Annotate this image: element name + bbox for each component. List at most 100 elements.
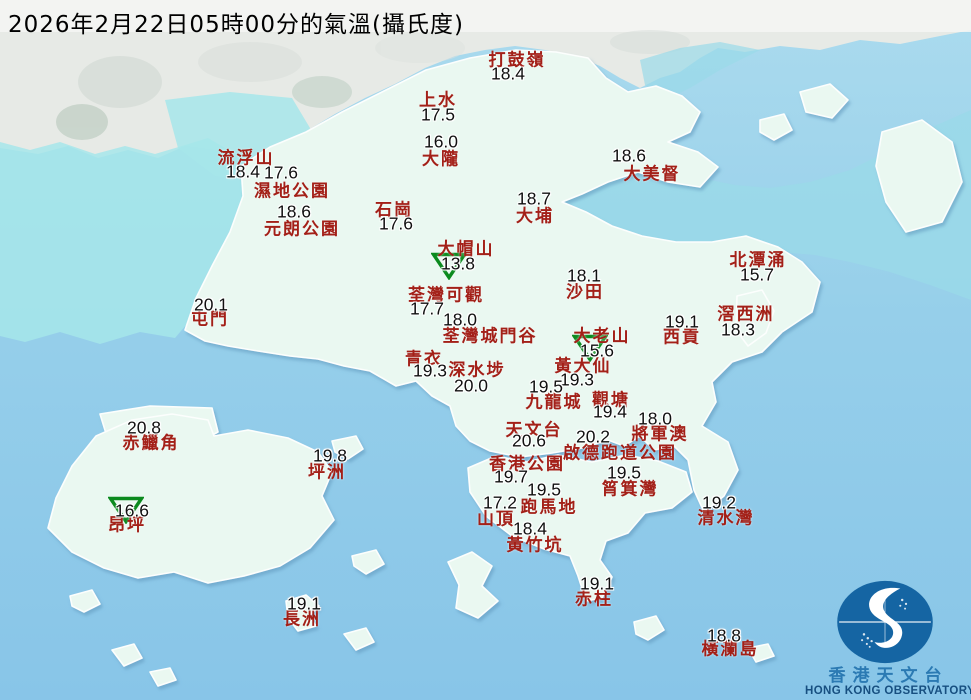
station-temp-value: 20.1 <box>193 294 229 315</box>
map-tolo-mirs-bay <box>545 110 971 300</box>
station-marker-triangle-icon <box>107 496 145 525</box>
station-name-label: 清水灣 <box>697 508 755 529</box>
map-sw-islet-2 <box>111 643 143 667</box>
station-name-label: 啟德跑道公園 <box>563 443 677 464</box>
station-name-label: 打鼓嶺 <box>488 50 546 71</box>
station-name-label: 上水 <box>419 90 457 111</box>
map-sw-islet-3 <box>149 667 177 687</box>
station-name-label: 觀塘 <box>592 390 630 411</box>
station-temp-value: 19.7 <box>493 466 529 487</box>
station-name-label: 流浮山 <box>217 148 275 169</box>
station-temp-value: 16.0 <box>423 131 459 152</box>
map-new-territories <box>184 49 821 513</box>
station-temp-value: 17.6 <box>378 213 414 234</box>
map-title: 2026年2月22日05時00分的氣溫(攝氏度) <box>8 12 464 38</box>
station-temp-value: 17.2 <box>482 492 518 513</box>
station-name-label: 山頂 <box>477 509 515 530</box>
station-name-label: 青衣 <box>405 349 443 370</box>
station-name-label: 香港公園 <box>489 454 565 475</box>
map-island-shek-kwu <box>343 627 375 651</box>
station-name-label: 黃竹坑 <box>506 535 564 556</box>
hko-logo: 香港天文台 HONG KONG OBSERVATORY <box>805 579 971 698</box>
station-temp-value: 18.6 <box>276 201 312 222</box>
map-hong-kong-island <box>467 454 693 602</box>
station-name-label: 筲箕灣 <box>601 479 659 500</box>
station-temp-value: 20.0 <box>453 375 489 396</box>
station-name-label: 荃灣可觀 <box>408 285 484 306</box>
station-temp-value: 18.6 <box>611 145 647 166</box>
station-name-label: 橫瀾島 <box>701 639 759 660</box>
map-island-waglan <box>747 643 775 663</box>
station-temp-value: 19.1 <box>286 593 322 614</box>
map-cheung-chau <box>285 594 320 632</box>
map-island-hei-ling <box>351 549 385 575</box>
station-temp-value: 19.8 <box>312 445 348 466</box>
station-name-label: 石崗 <box>375 200 413 221</box>
map-deep-bay <box>0 138 252 344</box>
station-temp-value: 13.8 <box>440 253 476 274</box>
station-name-label: 大隴 <box>422 149 460 170</box>
station-temp-value: 18.1 <box>566 265 602 286</box>
station-name-label: 九龍城 <box>525 392 583 413</box>
map-starling-inlet <box>640 42 760 100</box>
station-marker-triangle-icon <box>430 252 468 281</box>
map-ne-island-3 <box>759 113 793 141</box>
station-name-label: 坪洲 <box>308 462 346 483</box>
station-temp-value: 18.7 <box>516 188 552 209</box>
station-name-label: 大美督 <box>623 164 681 185</box>
map-land-group <box>47 49 963 687</box>
station-name-label: 元朗公園 <box>264 219 340 240</box>
map-lantau-island <box>47 413 335 584</box>
map-title-band <box>0 0 971 32</box>
station-temp-value: 19.1 <box>664 311 700 332</box>
station-temp-value: 19.2 <box>701 492 737 513</box>
station-name-label: 大老山 <box>573 326 631 347</box>
station-temp-value: 19.4 <box>592 401 628 422</box>
station-marker-triangle-icon <box>571 334 609 363</box>
hko-logo-chinese-name: 香港天文台 <box>828 665 949 686</box>
map-peng-chau <box>331 435 364 460</box>
station-name-label: 屯門 <box>191 309 229 330</box>
station-temp-value: 18.0 <box>442 309 478 330</box>
station-temp-value: 15.6 <box>579 340 615 361</box>
hko-logo-english-name: HONG KONG OBSERVATORY <box>805 685 971 698</box>
station-temp-value: 18.4 <box>490 63 526 84</box>
station-name-label: 北潭涌 <box>729 250 787 271</box>
station-temp-value: 15.7 <box>739 264 775 285</box>
station-temp-value: 17.5 <box>420 104 456 125</box>
station-name-label: 深水埗 <box>448 360 506 381</box>
station-temp-value: 18.0 <box>637 408 673 429</box>
station-temp-value: 18.4 <box>512 518 548 539</box>
station-name-label: 西貢 <box>663 327 701 348</box>
station-temp-value: 17.6 <box>263 162 299 183</box>
station-name-label: 將軍澳 <box>631 424 689 445</box>
station-temp-value: 19.5 <box>606 462 642 483</box>
station-temp-value: 20.6 <box>511 430 547 451</box>
station-temp-value: 19.1 <box>579 573 615 594</box>
station-temp-value: 18.4 <box>225 161 261 182</box>
station-temp-value: 17.7 <box>409 298 445 319</box>
station-name-label: 大帽山 <box>437 239 495 260</box>
map-ne-island-2 <box>799 83 849 119</box>
station-temp-value: 19.5 <box>526 479 562 500</box>
station-name-label: 赤鱲角 <box>122 433 180 454</box>
station-name-label: 荃灣城門谷 <box>442 326 538 347</box>
station-name-label: 沙田 <box>566 282 604 303</box>
station-temp-value: 19.5 <box>528 376 564 397</box>
station-name-label: 長洲 <box>283 609 321 630</box>
map-ne-island-1 <box>875 119 963 233</box>
station-name-label: 濕地公園 <box>254 181 330 202</box>
station-name-label: 跑馬地 <box>520 497 578 518</box>
station-temp-value: 20.8 <box>126 417 162 438</box>
station-temp-value: 16.6 <box>114 500 150 521</box>
station-temp-value: 19.3 <box>559 369 595 390</box>
station-name-label: 滘西洲 <box>717 304 775 325</box>
station-name-label: 天文台 <box>505 420 563 441</box>
station-name-label: 赤柱 <box>575 589 613 610</box>
station-name-label: 昂坪 <box>108 515 146 536</box>
map-sw-islet-1 <box>69 589 101 613</box>
map-mainland-texture <box>56 30 690 140</box>
map-lamma-island <box>447 551 499 619</box>
